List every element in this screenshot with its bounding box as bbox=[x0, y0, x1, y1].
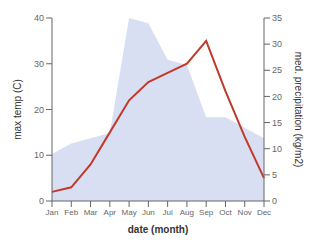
svg-text:30: 30 bbox=[34, 59, 44, 69]
svg-text:Nov: Nov bbox=[238, 208, 252, 217]
svg-text:10: 10 bbox=[34, 150, 44, 160]
svg-text:40: 40 bbox=[34, 13, 44, 23]
svg-text:Feb: Feb bbox=[64, 208, 78, 217]
svg-text:5: 5 bbox=[272, 170, 277, 180]
svg-text:Jul: Jul bbox=[163, 208, 173, 217]
svg-text:med. precipitation (kg/m2): med. precipitation (kg/m2) bbox=[293, 52, 304, 168]
svg-text:0: 0 bbox=[272, 196, 277, 206]
svg-text:Dec: Dec bbox=[257, 208, 271, 217]
svg-text:10: 10 bbox=[272, 144, 282, 154]
svg-text:Jan: Jan bbox=[46, 208, 59, 217]
svg-text:15: 15 bbox=[272, 118, 282, 128]
svg-text:20: 20 bbox=[34, 105, 44, 115]
svg-text:date (month): date (month) bbox=[128, 224, 189, 235]
svg-text:35: 35 bbox=[272, 13, 282, 23]
svg-text:30: 30 bbox=[272, 39, 282, 49]
svg-text:May: May bbox=[122, 208, 137, 217]
svg-text:25: 25 bbox=[272, 65, 282, 75]
svg-text:Mar: Mar bbox=[84, 208, 98, 217]
svg-text:Jun: Jun bbox=[142, 208, 155, 217]
svg-text:20: 20 bbox=[272, 92, 282, 102]
svg-text:Aug: Aug bbox=[180, 208, 194, 217]
svg-text:Apr: Apr bbox=[104, 208, 117, 217]
svg-text:0: 0 bbox=[39, 196, 44, 206]
svg-text:Sep: Sep bbox=[199, 208, 214, 217]
svg-text:Oct: Oct bbox=[219, 208, 232, 217]
svg-text:max temp (C): max temp (C) bbox=[12, 79, 23, 140]
